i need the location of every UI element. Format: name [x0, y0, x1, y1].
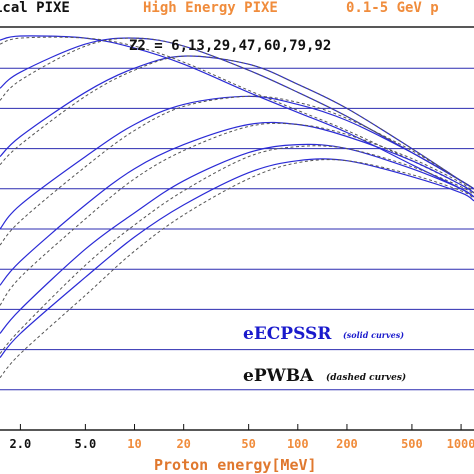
x-tick-label: 1000 [447, 437, 474, 451]
solid-curve-8 [0, 121, 474, 286]
x-axis-label: Proton energy[MeV] [154, 456, 317, 474]
x-tick-label: 50 [241, 437, 255, 451]
dashed-curve-11 [0, 145, 474, 354]
grid-lines [0, 67, 474, 391]
solid-curve-6 [0, 95, 474, 230]
solid-curve-12 [0, 158, 474, 358]
x-tick-label: 500 [401, 437, 423, 451]
legend-eecpssr-note: (solid curves) [343, 330, 404, 340]
solid-curve-4 [0, 55, 474, 190]
x-axis-ticks: 2.0 5.0 10 20 50 100 200 500 1000 [10, 424, 474, 451]
dashed-curve-9 [0, 122, 474, 306]
curves [0, 35, 474, 379]
x-tick-label: 5.0 [75, 437, 97, 451]
legend-eecpssr: eECPSSR [243, 324, 332, 344]
x-tick-label: 200 [336, 437, 358, 451]
dashed-curve-1 [0, 36, 474, 194]
x-tick-label: 100 [287, 437, 309, 451]
dashed-curve-5 [0, 55, 474, 190]
z2-label: Z2 = 6,13,29,47,60,79,92 [129, 38, 331, 54]
plot-frame [0, 26, 474, 431]
solid-curve-10 [0, 143, 474, 334]
legend-epwba-note: (dashed curves) [326, 372, 406, 383]
legend-epwba: ePWBA [243, 366, 314, 386]
x-tick-label: 2.0 [10, 437, 32, 451]
dashed-curve-7 [0, 95, 474, 246]
header-mid-label: High Energy PIXE [143, 0, 278, 16]
header-right-label: 0.1-5 GeV p [346, 0, 439, 16]
dashed-curve-13 [0, 159, 474, 379]
x-tick-label: 10 [127, 437, 141, 451]
x-tick-label: 20 [176, 437, 190, 451]
header-left-label: ical PIXE [0, 0, 70, 16]
